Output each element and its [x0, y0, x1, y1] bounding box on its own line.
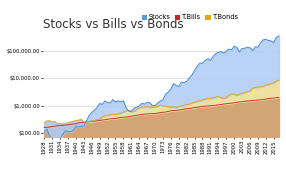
- Legend: Stocks, T.Bills, T.Bonds: Stocks, T.Bills, T.Bonds: [139, 12, 241, 23]
- Text: Stocks vs Bills vs Bonds: Stocks vs Bills vs Bonds: [43, 18, 184, 30]
